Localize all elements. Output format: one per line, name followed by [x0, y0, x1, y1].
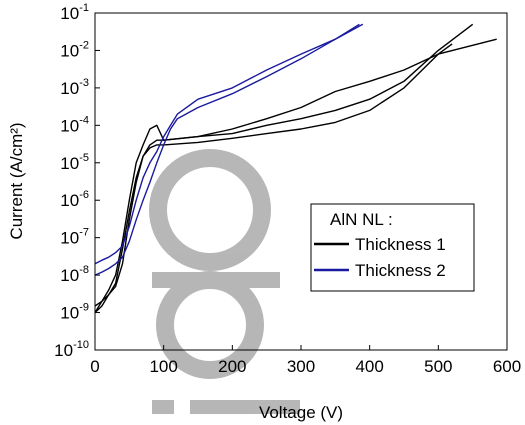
series-line-2	[94, 43, 453, 307]
watermark-bar-bottom-1	[152, 400, 174, 414]
series-line-1	[94, 23, 474, 313]
watermark-arc-lower	[156, 271, 264, 379]
y-tick-label: 10-4	[60, 114, 89, 135]
y-axis-label: Current (A/cm²)	[7, 122, 26, 239]
x-tick-label: 500	[424, 357, 452, 376]
x-tick-label: 200	[218, 357, 246, 376]
legend: AlN NL : Thickness 1 Thickness 2	[310, 203, 475, 292]
y-tick-label: 10-3	[60, 77, 89, 98]
series-line-5	[94, 23, 360, 276]
watermark-arc-upper	[149, 149, 271, 271]
legend-label-thickness-1: Thickness 1	[355, 235, 446, 254]
y-tick-label: 10-5	[60, 152, 89, 173]
x-tick-label: 100	[149, 357, 177, 376]
legend-label-thickness-2: Thickness 2	[355, 261, 446, 280]
y-tick-label: 10-2	[60, 39, 89, 60]
x-tick-label: 300	[287, 357, 315, 376]
series-layer	[94, 23, 497, 314]
y-tick-label: 10-6	[60, 189, 89, 210]
y-tick-label: 10-1	[60, 2, 89, 23]
x-tick-label: 0	[90, 357, 99, 376]
y-axis: 10-10 10-9 10-8 10-7 10-6 10-5 10-4 10-3 10-2 10-…	[54, 2, 100, 360]
legend-title: AlN NL :	[330, 210, 393, 229]
x-tick-label: 400	[355, 357, 383, 376]
y-tick-label: 10-9	[60, 302, 89, 323]
y-tick-label: 10-10	[54, 339, 89, 360]
y-tick-label: 10-7	[60, 227, 89, 248]
x-tick-label: 600	[493, 357, 521, 376]
watermark-bar-bottom-2	[190, 400, 300, 414]
y-tick-label: 10-8	[60, 264, 89, 285]
watermark	[149, 149, 300, 414]
x-axis: 0 100 200 300 400 500 600	[90, 345, 521, 376]
x-axis-label: Voltage (V)	[259, 403, 343, 422]
series-line-4	[94, 23, 364, 265]
legend-box	[310, 203, 475, 292]
